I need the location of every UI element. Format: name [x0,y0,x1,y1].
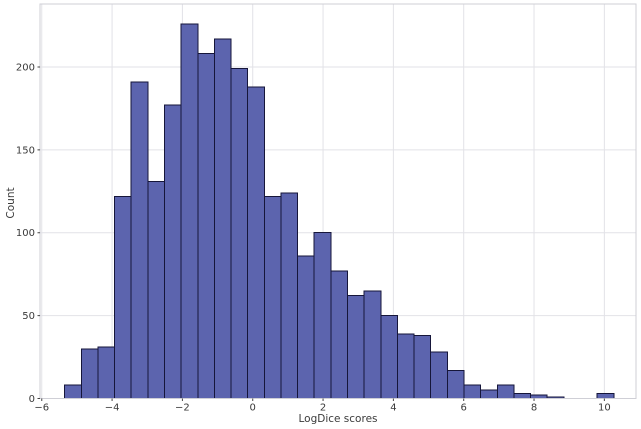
x-tick-label: −2 [175,403,190,414]
histogram-bar [413,335,432,399]
x-tick-label: 2 [320,403,326,414]
histogram-bar [163,104,182,399]
y-tick-label: 150 [16,145,35,156]
histogram-bar [513,393,532,400]
histogram-bar [380,315,398,400]
histogram-bar [130,81,149,400]
histogram-bar [230,68,249,399]
histogram-bar [213,38,232,399]
x-tick-label: −6 [34,403,49,414]
histogram-bar [347,295,365,399]
histogram-bar [97,346,116,399]
histogram-bar [147,180,165,399]
histogram-bar [446,369,465,400]
histogram-bar [80,348,99,399]
histogram-bar [297,255,315,399]
histogram-bar [180,23,199,400]
y-tick-label: 200 [16,62,35,73]
x-tick-label: 0 [250,403,256,414]
histogram-bar [247,86,265,400]
histogram-bar [313,232,332,399]
histogram-bar [463,384,482,400]
histogram-bar [263,195,282,399]
histogram-bar [480,389,498,400]
histogram-bar [114,195,132,399]
x-tick-label: 10 [598,403,611,414]
histogram-bar [64,384,82,400]
y-tick-label: 100 [16,228,35,239]
x-axis-title: LogDice scores [298,413,378,425]
x-tick-label: 8 [531,403,537,414]
x-tick-label: 4 [390,403,396,414]
histogram-bar [330,270,349,399]
x-tick-label: −4 [105,403,120,414]
histogram-bar [363,290,382,399]
histogram-bar [396,333,415,399]
histogram-bar [280,192,299,399]
histogram-bar [496,384,515,400]
y-axis-title: Count [5,187,17,219]
plot-border [39,3,637,399]
x-tick-label: 6 [461,403,467,414]
y-tick-label: 0 [29,394,35,405]
y-tick-label: 50 [22,311,35,322]
histogram-bar [596,393,615,400]
histogram-bar [430,351,448,399]
histogram-bar [197,53,215,399]
